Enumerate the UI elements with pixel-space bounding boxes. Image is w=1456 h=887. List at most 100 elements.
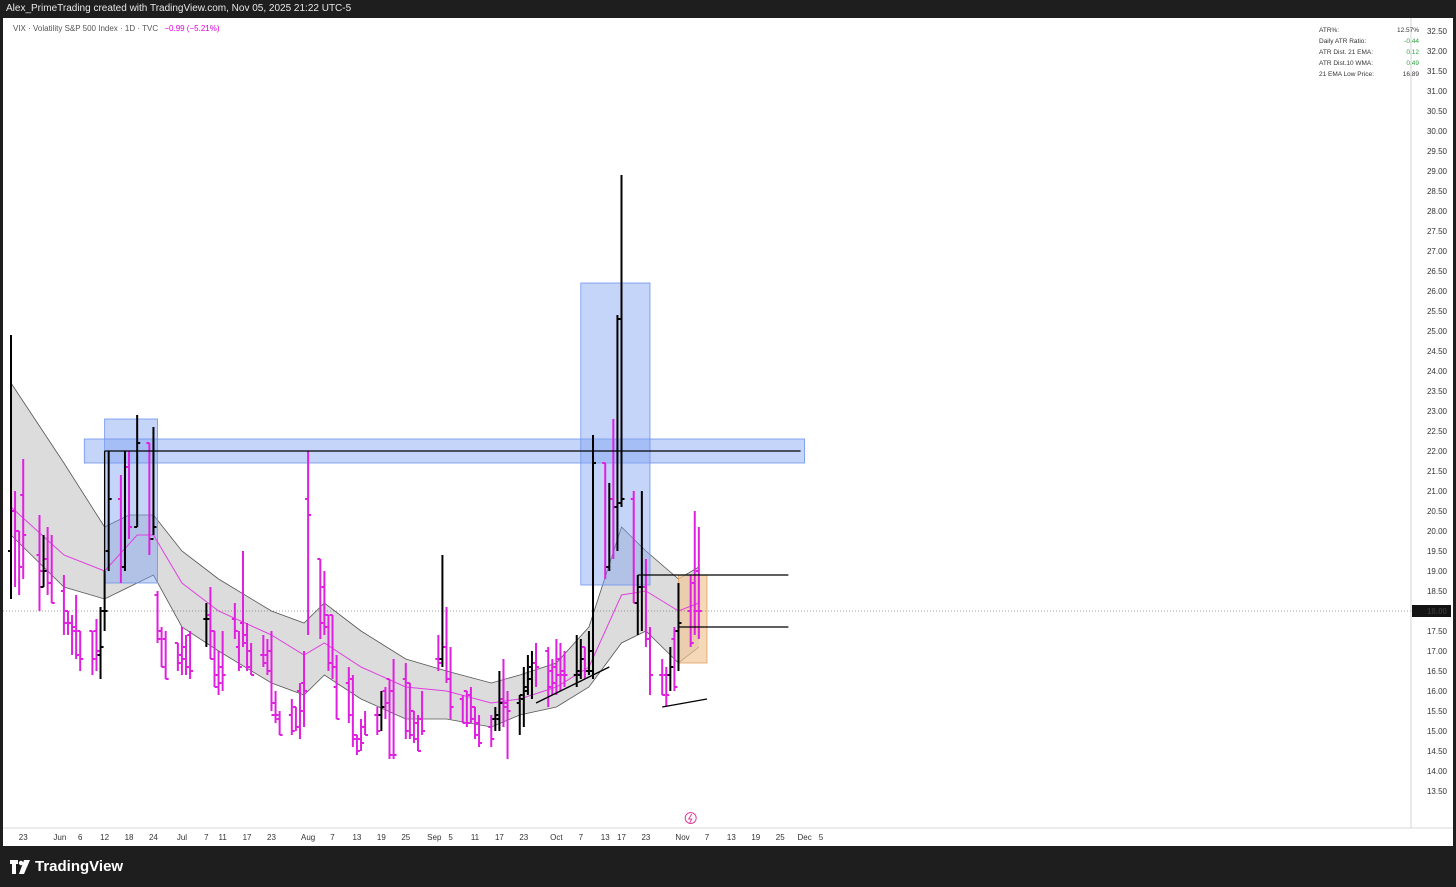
ohlc-bar [244, 623, 251, 671]
ohlc-bar [695, 527, 702, 639]
blue-zone-box[interactable] [580, 282, 651, 586]
ohlc-bar [203, 603, 210, 647]
ohlc-bar [69, 615, 76, 655]
ohlc-bar [89, 630, 96, 675]
ohlc-bar [101, 571, 108, 631]
ohlc-bar [235, 631, 242, 671]
x-tick-label: 11 [218, 833, 227, 842]
ohlc-bar [659, 659, 666, 696]
x-tick-label: 18 [125, 833, 134, 842]
ohlc-bar [264, 639, 271, 675]
x-tick-label: 23 [641, 833, 650, 842]
ohlc-bar [488, 715, 495, 747]
ohlc-bar [105, 451, 112, 571]
x-tick-label: 23 [519, 833, 528, 842]
x-tick-label: Jun [53, 833, 66, 842]
ohlc-bar [524, 655, 531, 695]
ohlc-bar [345, 667, 352, 723]
ohlc-bar [561, 651, 568, 687]
ohlc-bar [516, 694, 523, 735]
event-flash-icon[interactable] [684, 812, 697, 824]
plot-area[interactable] [3, 18, 1411, 828]
ohlc-bar [500, 659, 507, 727]
ohlc-bar [162, 631, 169, 680]
y-tick-label: 20.00 [1427, 527, 1448, 536]
orange-zone-box[interactable] [678, 574, 708, 664]
y-tick-label: 19.50 [1427, 547, 1448, 556]
y-tick-label: 19.00 [1427, 567, 1448, 576]
ohlc-bar [154, 591, 161, 643]
ohlc-bar [618, 175, 625, 507]
ohlc-bar [60, 575, 67, 635]
x-tick-label: 23 [267, 833, 276, 842]
x-tick-label: 11 [471, 833, 480, 842]
x-tick-label: 7 [330, 833, 335, 842]
price-axis[interactable] [1411, 18, 1453, 828]
x-tick-label: 23 [19, 833, 28, 842]
ohlc-bar [667, 647, 674, 691]
ohlc-bar [305, 451, 312, 635]
y-tick-label: 26.00 [1427, 287, 1448, 296]
ohlc-bar [268, 631, 275, 716]
ohlc-bar [410, 710, 417, 743]
tradingview-icon [10, 859, 30, 874]
x-tick-label: 6 [78, 833, 83, 842]
stats-label: 21 EMA Low Price: [1319, 71, 1374, 78]
x-tick-label: 13 [352, 833, 361, 842]
y-tick-label: 18.50 [1427, 587, 1448, 596]
ohlc-bar [353, 734, 360, 755]
y-tick-label: 21.00 [1427, 487, 1448, 496]
y-tick-label: 24.00 [1427, 367, 1448, 376]
y-tick-label: 32.00 [1427, 47, 1448, 56]
x-tick-label: Sep [427, 833, 442, 842]
ohlc-bar [349, 675, 356, 747]
stats-row: ATR%: 12.57% [1319, 27, 1419, 38]
ohlc-bar [374, 707, 381, 735]
ohlc-bar [358, 719, 365, 751]
x-tick-label: 13 [601, 833, 610, 842]
ohlc-bar [492, 707, 499, 731]
ohlc-bar [415, 715, 421, 752]
ohlc-bar [504, 691, 511, 759]
ohlc-bar [150, 427, 157, 540]
y-tick-label: 25.50 [1427, 307, 1448, 316]
x-tick-label: 24 [149, 833, 158, 842]
x-tick-label: Aug [301, 833, 315, 842]
ohlc-bar [296, 683, 303, 739]
stats-row: Daily ATR Ratio: -0.44 [1319, 38, 1419, 49]
ohlc-bar [476, 715, 483, 747]
ohlc-bar [97, 607, 104, 679]
ohlc-bar [386, 678, 393, 759]
ohlc-bar [382, 687, 389, 719]
ohlc-bar [577, 639, 584, 679]
y-tick-label: 30.50 [1427, 107, 1448, 116]
ohlc-bar [260, 635, 267, 667]
chart-panel[interactable]: 13.50 14.00 14.50 15.00 15.50 16.00 16.50 17.00… [3, 18, 1453, 846]
x-tick-label: 5 [448, 833, 453, 842]
x-tick-label: 17 [495, 833, 504, 842]
y-tick-label: 29.50 [1427, 147, 1448, 156]
ohlc-bar [463, 690, 470, 727]
y-tick-label: 20.50 [1427, 507, 1448, 516]
stats-label: ATR Dist. 21 EMA: [1319, 49, 1374, 56]
y-tick-label: 15.00 [1427, 727, 1448, 736]
ohlc-bar [520, 667, 527, 727]
x-tick-label: Jul [177, 833, 187, 842]
trend-line[interactable] [535, 666, 610, 704]
ohlc-bar [325, 614, 332, 671]
ohlc-bar [329, 614, 336, 679]
stats-row: 21 EMA Low Price: 16.89 [1319, 71, 1419, 82]
ohlc-bar [406, 682, 413, 739]
tradingview-logo[interactable]: TradingView [10, 858, 123, 875]
x-tick-label: 25 [776, 833, 785, 842]
y-tick-label: 13.50 [1427, 787, 1448, 796]
y-tick-label: 31.00 [1427, 87, 1448, 96]
y-tick-label: 32.50 [1427, 27, 1448, 36]
ohlc-bar [467, 687, 474, 723]
ohlc-bar [549, 659, 556, 695]
price-chart[interactable]: 13.50 14.00 14.50 15.00 15.50 16.00 16.50 17.00… [3, 18, 1453, 846]
ohlc-bar [20, 459, 27, 579]
trend-line[interactable] [662, 698, 708, 708]
ohlc-bar [215, 651, 222, 695]
y-tick-label: 23.00 [1427, 407, 1448, 416]
